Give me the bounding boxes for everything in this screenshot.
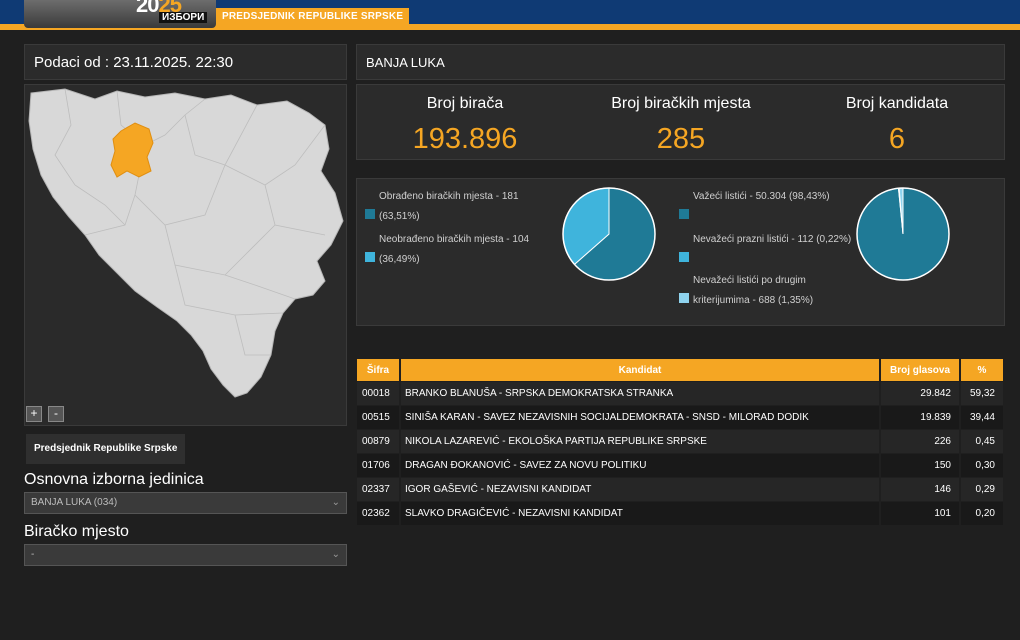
row-candidate: BRANKO BLANUŠA - SRPSKA DEMOKRATSKA STRA… — [401, 382, 881, 405]
row-percent: 0,20 — [961, 502, 1003, 525]
unit-select[interactable]: BANJA LUKA (034) ⌄ — [24, 492, 347, 514]
row-votes: 19.839 — [881, 406, 961, 429]
table-row[interactable]: 01706 DRAGAN ĐOKANOVIĆ - SAVEZ ZA NOVU PO… — [357, 454, 1003, 477]
stat-value: 6 — [888, 123, 906, 155]
stat-label: Broj kandidata — [845, 95, 949, 112]
unit-label: Osnovna izborna jedinica — [24, 471, 204, 488]
station-select[interactable]: - ⌄ — [24, 544, 347, 566]
map-panel — [24, 84, 347, 426]
row-votes: 29.842 — [881, 382, 961, 405]
stat-value: 193.896 — [412, 123, 518, 155]
logo-text: ИЗБОРИ — [159, 12, 208, 23]
table-row[interactable]: 00879 NIKOLA LAZAREVIĆ - EKOLOŠKA PARTIJA… — [357, 430, 1003, 453]
row-percent: 59,32 — [961, 382, 1003, 405]
table-row[interactable]: 02337 IGOR GAŠEVIĆ - NEZAVISNI KANDIDAT 14… — [357, 478, 1003, 501]
row-votes: 150 — [881, 454, 961, 477]
row-code: 02362 — [357, 502, 401, 525]
pies-panel: Obrađeno biračkih mjesta - 181 (63,51%) … — [356, 178, 1005, 326]
stations-pie[interactable] — [560, 185, 658, 283]
pie-outline — [562, 187, 656, 281]
col-votes-header[interactable]: Broj glasova — [881, 359, 961, 381]
stat-label: Broj biračkih mjesta — [611, 95, 751, 112]
row-candidate: SLAVKO DRAGIČEVIĆ - NEZAVISNI KANDIDAT — [401, 502, 881, 525]
table-row[interactable]: 02362 SLAVKO DRAGIČEVIĆ - NEZAVISNI KANDI… — [357, 502, 1003, 525]
col-percent-header[interactable]: % — [961, 359, 1003, 381]
row-percent: 0,45 — [961, 430, 1003, 453]
legend-swatch — [679, 293, 689, 303]
col-code-header[interactable]: Šifra — [357, 359, 401, 381]
legend-swatch — [679, 252, 689, 262]
stat-value: 285 — [656, 123, 706, 155]
stat-label: Broj birača — [426, 95, 504, 112]
row-candidate: SINIŠA KARAN - SAVEZ NEZAVISNIH SOCIJALD… — [401, 406, 881, 429]
legend-text: Važeći listići - 50.304 (98,43%) — [693, 191, 830, 202]
stats-panel: Broj birača 193.896 Broj biračkih mjesta… — [356, 84, 1005, 160]
top-bar: 2025 ИЗБОРИ PREDSJEDNIK REPUBLIKE SRPSKE — [0, 0, 1020, 30]
legend-text: Nevažeći prazni listići - 112 (0,22%) — [693, 234, 852, 245]
row-code: 00018 — [357, 382, 401, 405]
station-label: Biračko mjesto — [24, 523, 129, 540]
chevron-down-icon: ⌄ — [331, 497, 340, 508]
pie-outline — [856, 187, 950, 281]
election-banner: PREDSJEDNIK REPUBLIKE SRPSKE — [216, 8, 410, 26]
stat-voters: Broj birača 193.896 — [357, 85, 573, 161]
row-votes: 101 — [881, 502, 961, 525]
row-votes: 146 — [881, 478, 961, 501]
stat-polling-stations: Broj biračkih mjesta 285 — [573, 85, 789, 161]
legend-text: Obrađeno biračkih mjesta - 181 (63,51%) — [379, 191, 519, 222]
results-table: Šifra Kandidat Broj glasova % 00018 BRANK… — [357, 358, 1003, 526]
row-code: 02337 — [357, 478, 401, 501]
table-row[interactable]: 00018 BRANKO BLANUŠA - SRPSKA DEMOKRATSKA… — [357, 382, 1003, 405]
bih-map[interactable] — [25, 85, 348, 427]
legend-swatch — [365, 209, 375, 219]
legend-swatch — [679, 209, 689, 219]
row-code: 00515 — [357, 406, 401, 429]
row-percent: 0,29 — [961, 478, 1003, 501]
row-candidate: DRAGAN ĐOKANOVIĆ - SAVEZ ZA NOVU POLITIK… — [401, 454, 881, 477]
ballots-pie[interactable] — [854, 185, 952, 283]
chevron-down-icon: ⌄ — [331, 549, 340, 560]
unit-select-value: BANJA LUKA (034) — [31, 497, 118, 508]
stat-candidates: Broj kandidata 6 — [789, 85, 1005, 161]
station-select-value: - — [31, 549, 35, 560]
elections-logo[interactable]: 2025 ИЗБОРИ — [24, 0, 216, 28]
legend-swatch — [365, 252, 375, 262]
row-percent: 0,30 — [961, 454, 1003, 477]
table-row[interactable]: 00515 SINIŠA KARAN - SAVEZ NEZAVISNIH SOC… — [357, 406, 1003, 429]
map-region-banja-luka[interactable] — [110, 122, 154, 178]
row-code: 01706 — [357, 454, 401, 477]
place-title: BANJA LUKA — [356, 44, 1005, 80]
row-code: 00879 — [357, 430, 401, 453]
row-candidate: IGOR GAŠEVIĆ - NEZAVISNI KANDIDAT — [401, 478, 881, 501]
tab-predsjednik[interactable]: Predsjednik Republike Srpske — [26, 434, 185, 464]
row-percent: 39,44 — [961, 406, 1003, 429]
map-country — [28, 88, 344, 398]
row-candidate: NIKOLA LAZAREVIĆ - EKOLOŠKA PARTIJA REPU… — [401, 430, 881, 453]
col-candidate-header[interactable]: Kandidat — [401, 359, 881, 381]
table-header-row: Šifra Kandidat Broj glasova % — [357, 359, 1003, 381]
zoom-in-button[interactable]: + — [26, 406, 42, 422]
legend-text: Neobrađeno biračkih mjesta - 104 (36,49%… — [379, 234, 530, 265]
municipality-borders — [54, 88, 326, 356]
row-votes: 226 — [881, 430, 961, 453]
data-timestamp: Podaci od : 23.11.2025. 22:30 — [24, 44, 347, 80]
legend-text: Nevažeći listići po drugim kriterijumima… — [693, 275, 814, 306]
zoom-out-button[interactable]: - — [48, 406, 64, 422]
